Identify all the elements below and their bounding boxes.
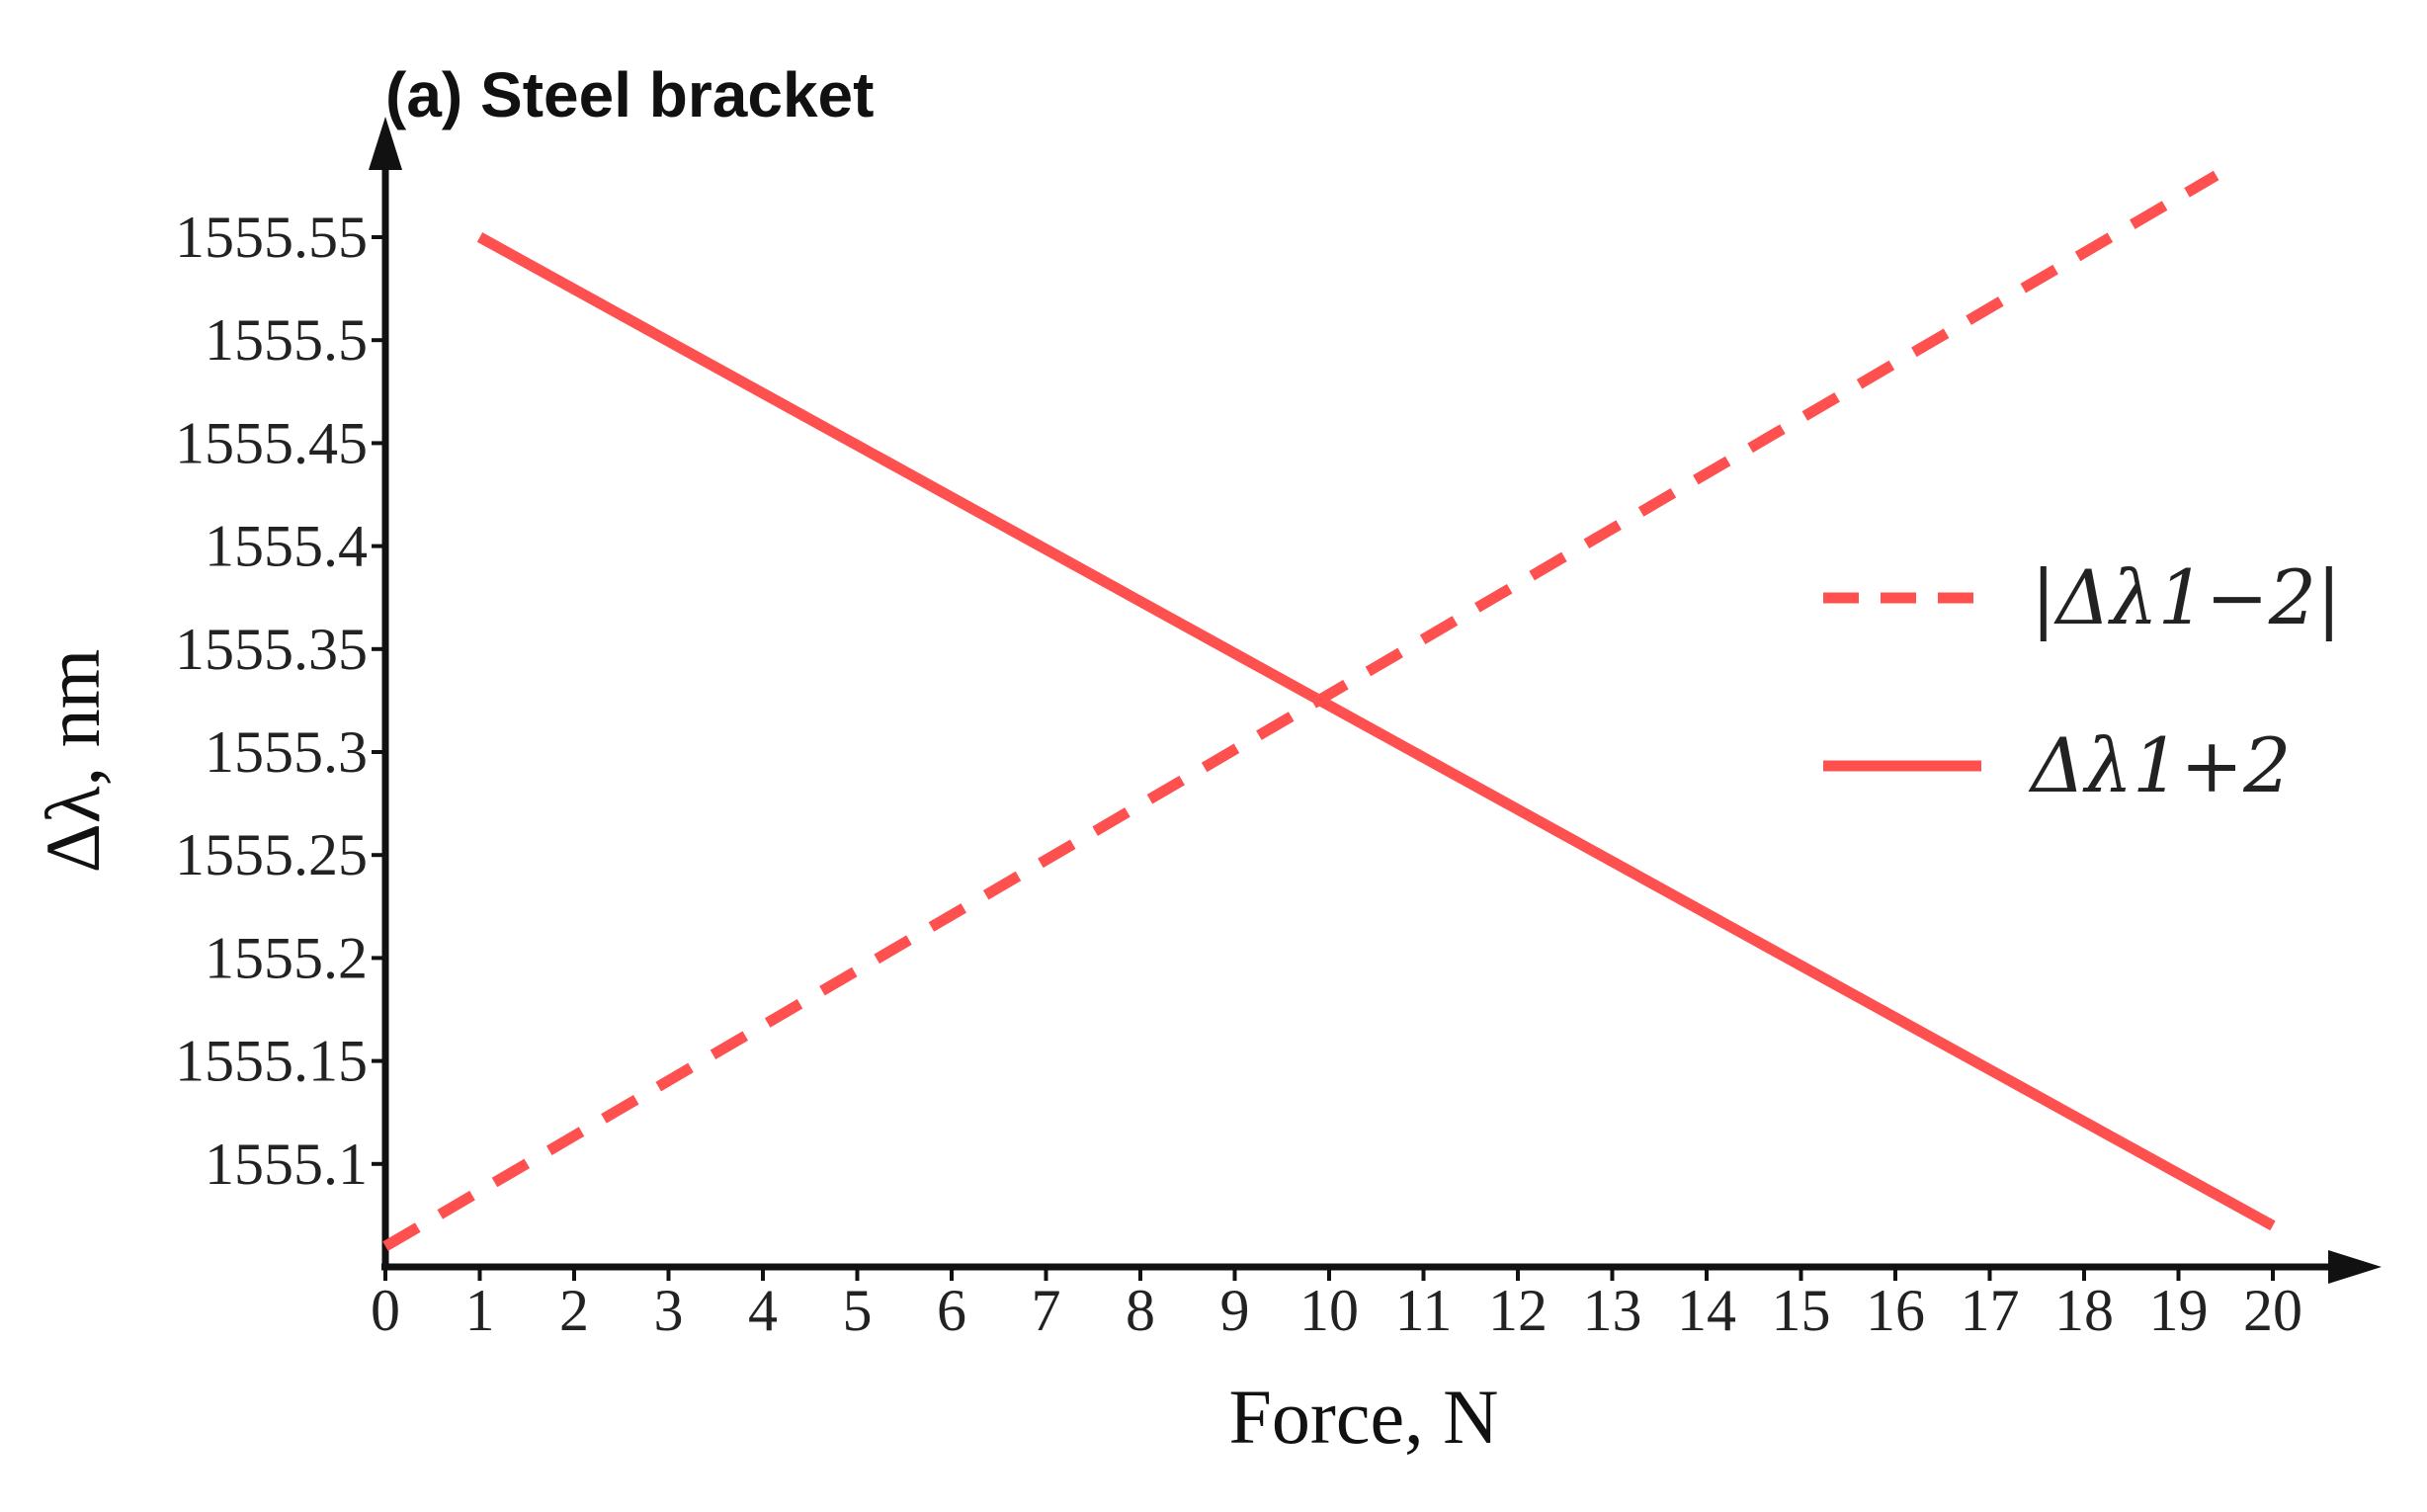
series-line-sum [476,232,2276,1231]
x-tick-label: 17 [1961,1278,2020,1343]
x-tick-label: 13 [1583,1278,1642,1343]
x-tick-label: 11 [1395,1278,1453,1343]
x-tick-label: 20 [2243,1278,2302,1343]
x-tick-label: 15 [1772,1278,1831,1343]
y-tick-label: 1555.1 [205,1132,368,1197]
x-tick-label: 14 [1677,1278,1736,1343]
legend-label: Δλ1+2 [2028,721,2291,809]
x-tick-label: 0 [371,1278,400,1343]
x-axis-label: Force, N [1229,1374,1499,1460]
x-tick-label: 8 [1126,1278,1155,1343]
x-tick-label: 5 [843,1278,873,1343]
x-tick-label: 18 [2054,1278,2114,1343]
x-tick-label: 16 [1866,1278,1925,1343]
x-tick-label: 9 [1220,1278,1250,1343]
chart-title: (a) Steel bracket [385,59,874,130]
x-ticks: 0 1 2 3 4 5 6 7 8 9 10 11 12 13 14 15 16 17 18 19 20 [371,1267,2302,1343]
x-tick-label: 4 [748,1278,778,1343]
x-tick-label: 3 [654,1278,684,1343]
legend: |Δλ1−2| Δλ1+2 [1823,553,2342,809]
y-tick-label: 1555.5 [205,307,368,373]
series-line-difference [382,170,2219,1251]
x-tick-label: 10 [1299,1278,1359,1343]
x-axis-arrowhead [2328,1250,2382,1284]
x-tick-label: 1 [465,1278,495,1343]
y-axis-label: Δλ, nm [30,649,116,874]
y-ticks: 1555.1 1555.15 1555.2 1555.25 1555.3 1555.35 1… [175,205,385,1197]
y-tick-label: 1555.2 [205,925,368,990]
x-tick-label: 2 [559,1278,589,1343]
y-tick-label: 1555.3 [205,719,368,785]
y-tick-label: 1555.15 [175,1029,368,1094]
x-tick-label: 12 [1488,1278,1548,1343]
y-tick-label: 1555.4 [205,514,368,579]
x-tick-label: 19 [2149,1278,2209,1343]
legend-label: |Δλ1−2| [2031,553,2342,641]
y-tick-label: 1555.25 [175,822,368,887]
x-tick-label: 7 [1032,1278,1061,1343]
series-group [382,170,2276,1251]
y-axis-arrowhead [369,117,402,170]
x-tick-label: 6 [937,1278,966,1343]
y-tick-label: 1555.45 [175,410,368,475]
y-tick-label: 1555.55 [175,205,368,270]
y-tick-label: 1555.35 [175,617,368,682]
